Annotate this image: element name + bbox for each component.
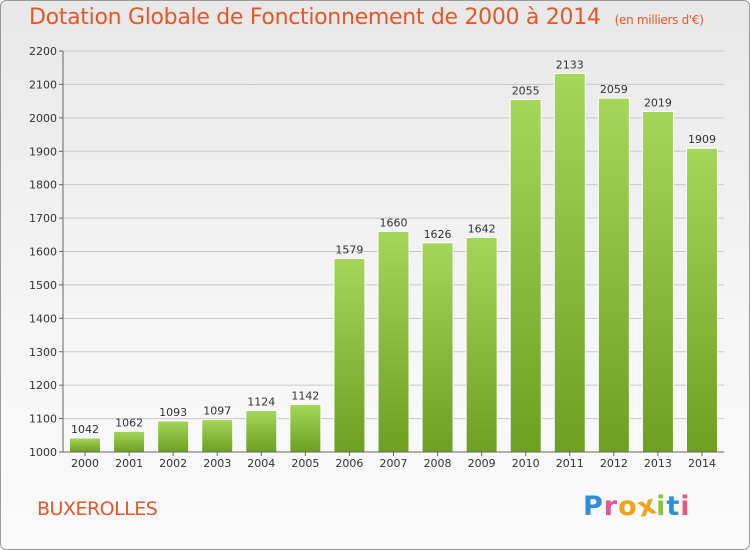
y-tick-label: 1700	[29, 212, 57, 225]
x-tick-label: 2009	[468, 457, 496, 470]
bar-2003	[201, 419, 234, 453]
bar-2004	[245, 410, 278, 453]
logo-letter: o	[618, 491, 638, 522]
commune-name: BUXEROLLES	[37, 498, 158, 520]
y-tick-label: 1400	[29, 312, 57, 325]
y-tick-label: 1300	[29, 346, 57, 359]
axes: 1000 1100 1200 1300 1400 1500 1600 1700 1800 1900…	[29, 45, 724, 470]
y-tick-label: 2200	[29, 45, 57, 58]
data-label-2003: 1097	[203, 405, 231, 418]
data-label-2005: 1142	[291, 390, 319, 403]
logo-letter: P	[583, 491, 604, 522]
x-tick-label: 2005	[291, 457, 319, 470]
y-tick-label: 1600	[29, 246, 57, 259]
data-label-2007: 1660	[380, 216, 408, 229]
y-tick-label: 1000	[29, 446, 57, 459]
bar-2009	[465, 236, 498, 453]
bar-2010	[509, 98, 542, 453]
x-tick-label: 2003	[203, 457, 231, 470]
x-tick-label: 2001	[115, 457, 143, 470]
bar-2006	[333, 258, 366, 453]
y-tick-label: 2000	[29, 112, 57, 125]
x-tick-label: 2004	[247, 457, 275, 470]
x-tick-label: 2011	[556, 457, 584, 470]
x-tick-label: 2007	[380, 457, 408, 470]
data-label-2012: 2059	[600, 83, 628, 96]
chart-title: Dotation Globale de Fonctionnement de 20…	[29, 5, 704, 30]
bar-2008	[421, 242, 454, 453]
x-tick-label: 2013	[644, 457, 672, 470]
data-label-2004: 1124	[247, 396, 275, 409]
data-label-2001: 1062	[115, 416, 143, 429]
y-tick-label: 1500	[29, 279, 57, 292]
data-label-2002: 1093	[159, 406, 187, 419]
data-label-2008: 1626	[424, 228, 452, 241]
bar-2012	[597, 97, 630, 453]
data-label-2009: 1642	[468, 222, 496, 235]
logo-letter: i	[656, 491, 667, 522]
bar-2014	[685, 147, 718, 453]
bar-2001	[113, 430, 146, 453]
x-tick-label: 2014	[688, 457, 716, 470]
proxiti-logo[interactable]: Proxiti	[583, 489, 691, 524]
bar-2007	[377, 230, 410, 453]
bars: 1042 1062 1093 1097 1124 1142 1579 1660 1626 1642…	[69, 58, 718, 453]
chart-subtitle: (en milliers d'€)	[614, 13, 704, 27]
data-label-2013: 2019	[644, 96, 672, 109]
y-tick-label: 1800	[29, 179, 57, 192]
data-label-2000: 1042	[71, 423, 99, 436]
logo-letter: r	[603, 491, 619, 522]
x-tick-label: 2008	[424, 457, 452, 470]
logo-letter: i	[680, 491, 691, 522]
bar-2013	[641, 110, 674, 453]
y-tick-label: 1100	[29, 413, 57, 426]
y-tick-label: 2100	[29, 78, 57, 91]
data-label-2011: 2133	[556, 58, 584, 71]
y-tick-label: 1900	[29, 145, 57, 158]
logo-letter: t	[666, 491, 681, 522]
x-tick-label: 2002	[159, 457, 187, 470]
bar-2005	[289, 404, 322, 453]
x-tick-label: 2006	[335, 457, 363, 470]
data-label-2006: 1579	[335, 244, 363, 257]
x-tick-label: 2010	[512, 457, 540, 470]
data-label-2010: 2055	[512, 84, 540, 97]
bar-2000	[69, 437, 102, 453]
bar-2011	[553, 72, 586, 453]
data-label-2014: 1909	[688, 133, 716, 146]
x-tick-label: 2000	[71, 457, 99, 470]
x-tick-label: 2012	[600, 457, 628, 470]
y-tick-label: 1200	[29, 379, 57, 392]
bar-2002	[157, 420, 190, 453]
